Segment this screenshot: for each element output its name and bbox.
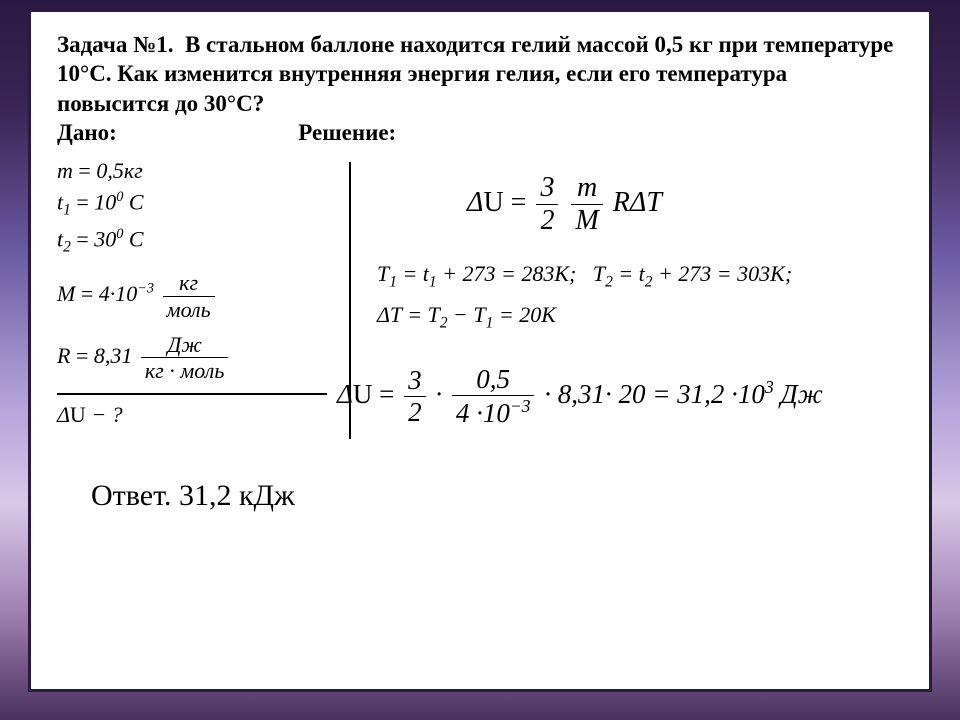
calc-coef-frac: 3 2 (404, 365, 426, 428)
solution-column: ΔU = 3 2 m M RΔT T1 = t1 + 273 = 283K; T… (351, 152, 903, 439)
dT-unit: K (541, 302, 556, 327)
calc-dot1: · (435, 379, 442, 409)
T2-plus: + 273 = (658, 261, 737, 286)
R-unit-den: кг · моль (141, 358, 228, 383)
M-exp: −3 (137, 281, 154, 297)
given-column: m = 0,5кг t1 = 100 C t2 = 300 C M = 4·10… (57, 152, 349, 439)
T2-sub: 2 (605, 274, 613, 291)
T1-eq: = t (402, 261, 428, 286)
calc-res-exp: 3 (765, 377, 774, 397)
T2-unit: K; (770, 261, 792, 286)
dT-lhs: ΔT = T (377, 302, 440, 327)
answer-label: Ответ. (91, 479, 171, 512)
delta-T: ΔT = T2 − T1 = 20K (377, 302, 903, 332)
mass-value: 0,5 (96, 158, 124, 183)
given-mass: m = 0,5кг (57, 159, 327, 183)
t2-unit: C (129, 226, 144, 251)
dT-eq: = (499, 302, 519, 327)
t2-value: 30 (94, 226, 116, 251)
T2-eq: = t (618, 261, 644, 286)
calculation: ΔU = 3 2 · 0,5 4 ·10−3 · 8,31· 20 = 31,2… (337, 364, 903, 429)
dT-minus: − T (453, 302, 486, 327)
calc-unit: Дж (780, 379, 822, 409)
R-unit-num: Дж (141, 332, 228, 358)
given-R: R = 8,31 Дж кг · моль (57, 332, 327, 384)
problem-statement: Задача №1. В стальном баллоне находится … (57, 30, 903, 148)
T2-sym: T (593, 261, 605, 286)
coef-frac: 3 2 (536, 172, 558, 237)
problem-body: В стальном баллоне находится гелий массо… (57, 32, 893, 116)
M-unit-den: моль (163, 297, 215, 322)
t2-sup: 0 (116, 226, 123, 242)
T2-sub2: 2 (645, 274, 653, 291)
given-t1: t1 = 100 C (57, 190, 327, 220)
t1-value: 10 (94, 189, 116, 214)
problem-title: Задача №1. (57, 32, 173, 57)
T-conversion: T1 = t1 + 273 = 283K; T2 = t2 + 273 = 30… (377, 261, 903, 291)
M-unit-num: кг (163, 270, 215, 296)
given-molar-mass: M = 4·10−3 кг моль (57, 270, 327, 322)
mM-den: M (571, 205, 602, 237)
content-panel: Задача №1. В стальном баллоне находится … (28, 8, 932, 692)
T1-unit: K; (554, 261, 576, 286)
T1-plus: + 273 = (442, 261, 521, 286)
calc-den-exp: −3 (510, 396, 531, 416)
dT-value: 20 (519, 302, 541, 327)
solution-label: Решение: (298, 120, 396, 145)
T1-sym: T (377, 261, 389, 286)
calc-tail: · 8,31· 20 = 31,2 ·10 (544, 379, 765, 409)
given-t2: t2 = 300 C (57, 227, 327, 257)
calc-den: 4 ·10−3 (452, 396, 535, 429)
given-unknown: ΔU − ? (57, 403, 327, 427)
formula-tail: RΔT (613, 187, 662, 218)
calc-coef-num: 3 (404, 365, 426, 397)
answer-value: 31,2 кДж (179, 479, 295, 512)
T1-sub: 1 (389, 274, 397, 291)
R-unit-frac: Дж кг · моль (141, 332, 228, 384)
M-value: 4·10 (99, 281, 138, 306)
M-unit-frac: кг моль (163, 270, 215, 322)
coef-den: 2 (536, 205, 558, 237)
t1-sup: 0 (116, 189, 123, 205)
T2-value: 303 (737, 261, 770, 286)
mM-num: m (571, 172, 602, 205)
given-divider (57, 393, 327, 395)
calc-val-frac: 0,5 4 ·10−3 (452, 364, 535, 429)
calc-num: 0,5 (452, 364, 535, 396)
mM-frac: m M (571, 172, 602, 237)
coef-num: 3 (536, 172, 558, 205)
dT-sub2: 1 (486, 314, 494, 331)
two-column-layout: m = 0,5кг t1 = 100 C t2 = 300 C M = 4·10… (57, 152, 903, 439)
given-label: Дано: (57, 120, 117, 145)
t1-unit: C (129, 189, 144, 214)
T1-value: 283 (521, 261, 554, 286)
mass-unit: кг (124, 158, 143, 183)
R-value: 8,31 (94, 343, 133, 368)
answer-line: Ответ. 31,2 кДж (91, 479, 903, 513)
dT-sub1: 2 (440, 314, 448, 331)
calc-coef-den: 2 (404, 397, 426, 428)
T1-sub2: 1 (429, 274, 437, 291)
calc-den-a: 4 ·10 (456, 398, 510, 428)
formula-dU: ΔU = 3 2 m M RΔT (467, 172, 903, 237)
